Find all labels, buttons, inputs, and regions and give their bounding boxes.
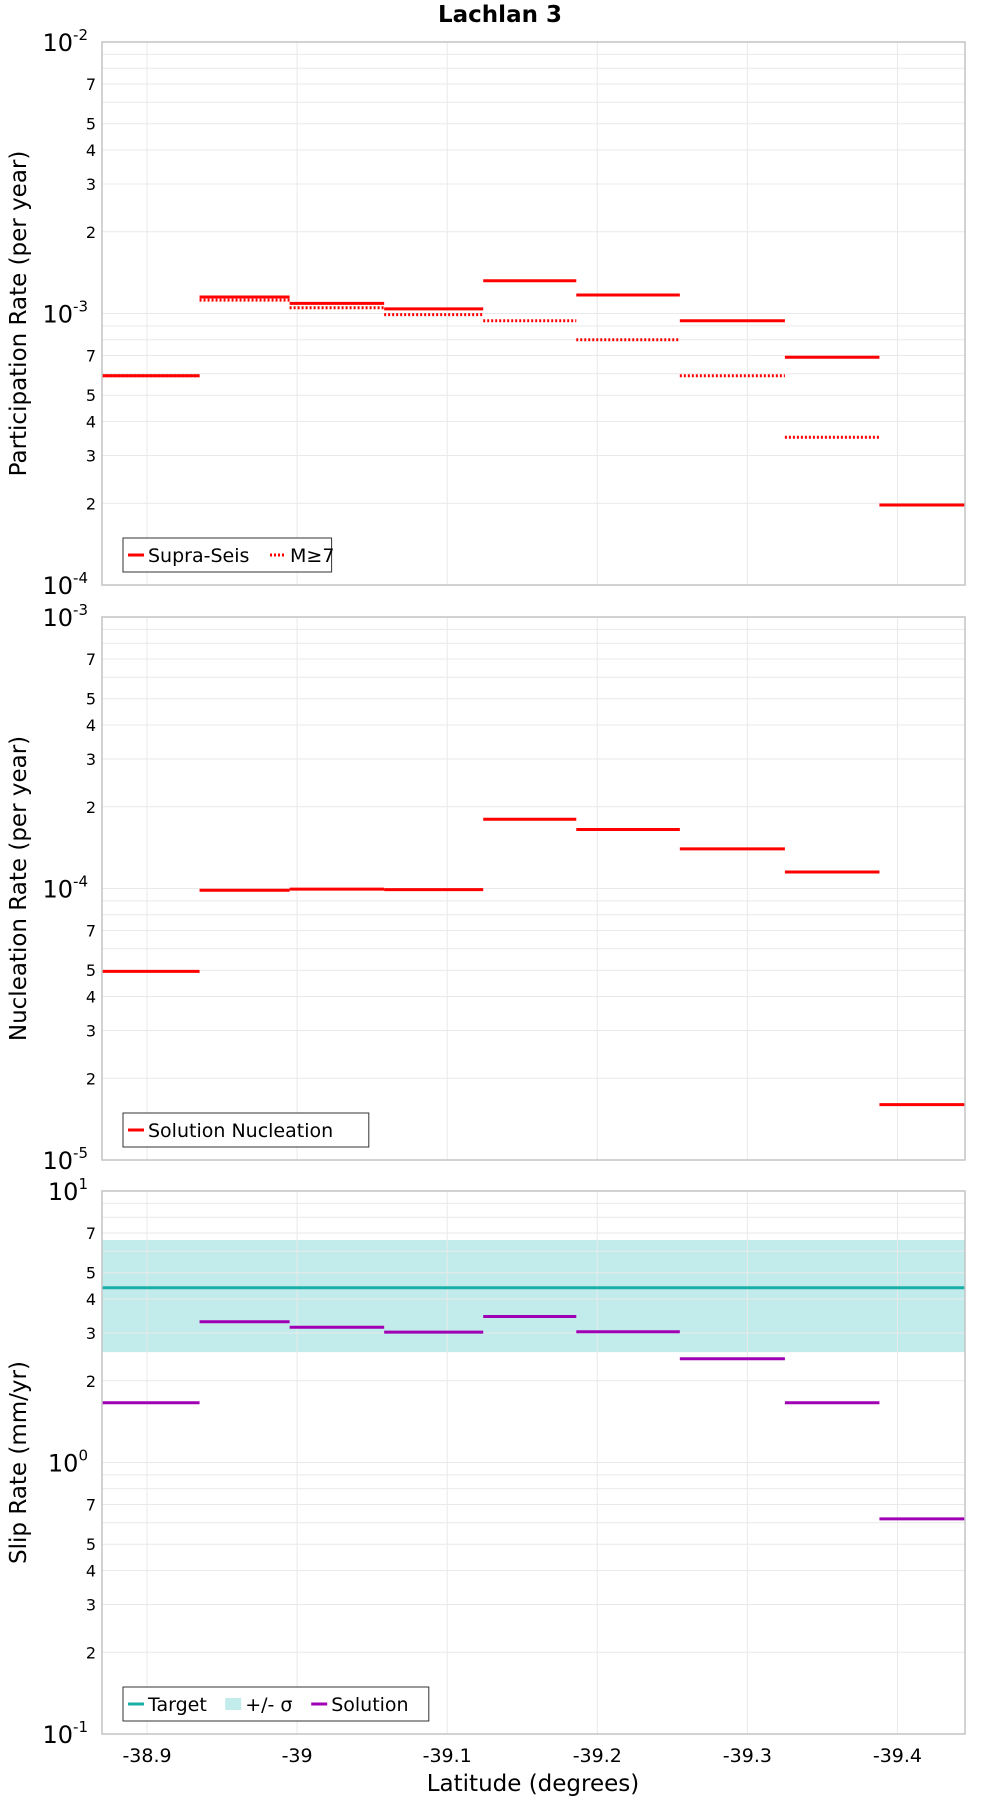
y-minor-tick-label: 7	[86, 650, 96, 669]
series-solution	[102, 1314, 965, 1521]
y-minor-tick-label: 2	[86, 494, 96, 513]
slip-rate-panel: 101 100 10-1 7 5 4 3 2 7 5 4 3 2 Slip Rate (mm/yr) Tar…	[6, 1175, 966, 1749]
legend-label: Solution	[331, 1694, 408, 1716]
y-minor-tick-label: 5	[86, 1535, 96, 1554]
y-major-tick-label: 10-3	[42, 601, 88, 632]
legend-swatch	[225, 1698, 242, 1710]
participation-panel: 10-2 10-3 10-4 7 5 4 3 2 7 5 4 3 2 Participation Rate…	[6, 26, 966, 600]
y-minor-tick-label: 3	[86, 446, 96, 465]
y-minor-tick-label: 7	[86, 1496, 96, 1515]
y-minor-tick-label: 7	[86, 347, 96, 366]
y-axis-label: Nucleation Rate (per year)	[6, 736, 32, 1041]
y-minor-tick-label: 2	[86, 1372, 96, 1391]
y-minor-tick-label: 5	[86, 1264, 96, 1283]
y-minor-tick-label: 5	[86, 115, 96, 134]
y-axis-label: Participation Rate (per year)	[6, 151, 32, 477]
y-minor-tick-label: 3	[86, 750, 96, 769]
y-minor-tick-label: 2	[86, 798, 96, 817]
y-minor-tick-label: 4	[86, 141, 96, 160]
y-major-tick-label: 101	[48, 1175, 88, 1206]
sigma-band	[102, 1239, 965, 1353]
x-axis-label: Latitude (degrees)	[427, 1771, 640, 1797]
y-minor-tick-label: 2	[86, 1643, 96, 1662]
legend-label: M≥7	[290, 545, 334, 567]
y-minor-tick-label: 7	[86, 922, 96, 941]
legend-label: Target	[147, 1694, 207, 1716]
x-tick-label: -39.4	[873, 1745, 922, 1767]
plot-frame	[101, 616, 966, 1161]
y-minor-tick-label: 4	[86, 988, 96, 1007]
x-tick-label: -38.9	[122, 1745, 171, 1767]
plot-frame	[101, 1190, 966, 1735]
legend-label: Supra-Seis	[148, 545, 249, 567]
gridlines	[102, 1191, 965, 1735]
y-major-tick-label: 10-5	[42, 1144, 88, 1175]
y-major-tick-label: 10-4	[42, 873, 88, 904]
x-tick-label: -39	[282, 1745, 313, 1767]
y-minor-tick-label: 4	[86, 716, 96, 735]
nucleation-panel: 10-3 10-4 10-5 7 5 4 3 2 7 5 4 3 2 Nucleation Rate (p…	[6, 601, 966, 1175]
series-m-7	[102, 298, 965, 507]
chart-title: Lachlan 3	[438, 2, 562, 28]
y-minor-tick-label: 5	[86, 961, 96, 980]
legend: Supra-Seis M≥7	[122, 537, 334, 573]
x-axis: -38.9 -39 -39.1 -39.2 -39.3 -39.4	[122, 1745, 922, 1767]
x-tick-label: -39.1	[423, 1745, 472, 1767]
y-major-tick-label: 10-4	[42, 569, 88, 600]
legend: Solution Nucleation	[122, 1112, 370, 1148]
y-minor-tick-label: 2	[86, 1069, 96, 1088]
y-minor-tick-label: 3	[86, 1324, 96, 1343]
y-minor-tick-label: 3	[86, 1021, 96, 1040]
legend: Target +/- σ Solution	[122, 1686, 430, 1722]
y-major-tick-label: 10-2	[42, 26, 88, 57]
y-major-tick-label: 10-1	[42, 1718, 88, 1749]
legend-label: Solution Nucleation	[148, 1120, 333, 1142]
y-minor-tick-label: 4	[86, 1562, 96, 1581]
legend-label: +/- σ	[245, 1694, 292, 1716]
y-minor-tick-label: 5	[86, 690, 96, 709]
plot-frame	[101, 41, 966, 586]
legend-box	[122, 1112, 370, 1148]
y-minor-tick-label: 7	[86, 75, 96, 94]
y-axis-label: Slip Rate (mm/yr)	[6, 1361, 32, 1564]
gridlines	[102, 617, 965, 1161]
x-tick-label: -39.2	[573, 1745, 622, 1767]
y-minor-tick-label: 4	[86, 413, 96, 432]
y-major-tick-label: 100	[48, 1447, 88, 1478]
y-minor-tick-label: 7	[86, 1224, 96, 1243]
legend-box	[122, 1686, 430, 1722]
x-tick-label: -39.3	[723, 1745, 772, 1767]
legend-box	[122, 537, 333, 573]
gridlines	[102, 42, 965, 586]
y-minor-tick-label: 3	[86, 1595, 96, 1614]
series-solution-nucleation	[102, 817, 965, 1107]
y-major-tick-label: 10-3	[42, 298, 88, 329]
y-minor-tick-label: 4	[86, 1290, 96, 1309]
y-minor-tick-label: 2	[86, 223, 96, 242]
y-minor-tick-label: 3	[86, 175, 96, 194]
y-minor-tick-label: 5	[86, 386, 96, 405]
